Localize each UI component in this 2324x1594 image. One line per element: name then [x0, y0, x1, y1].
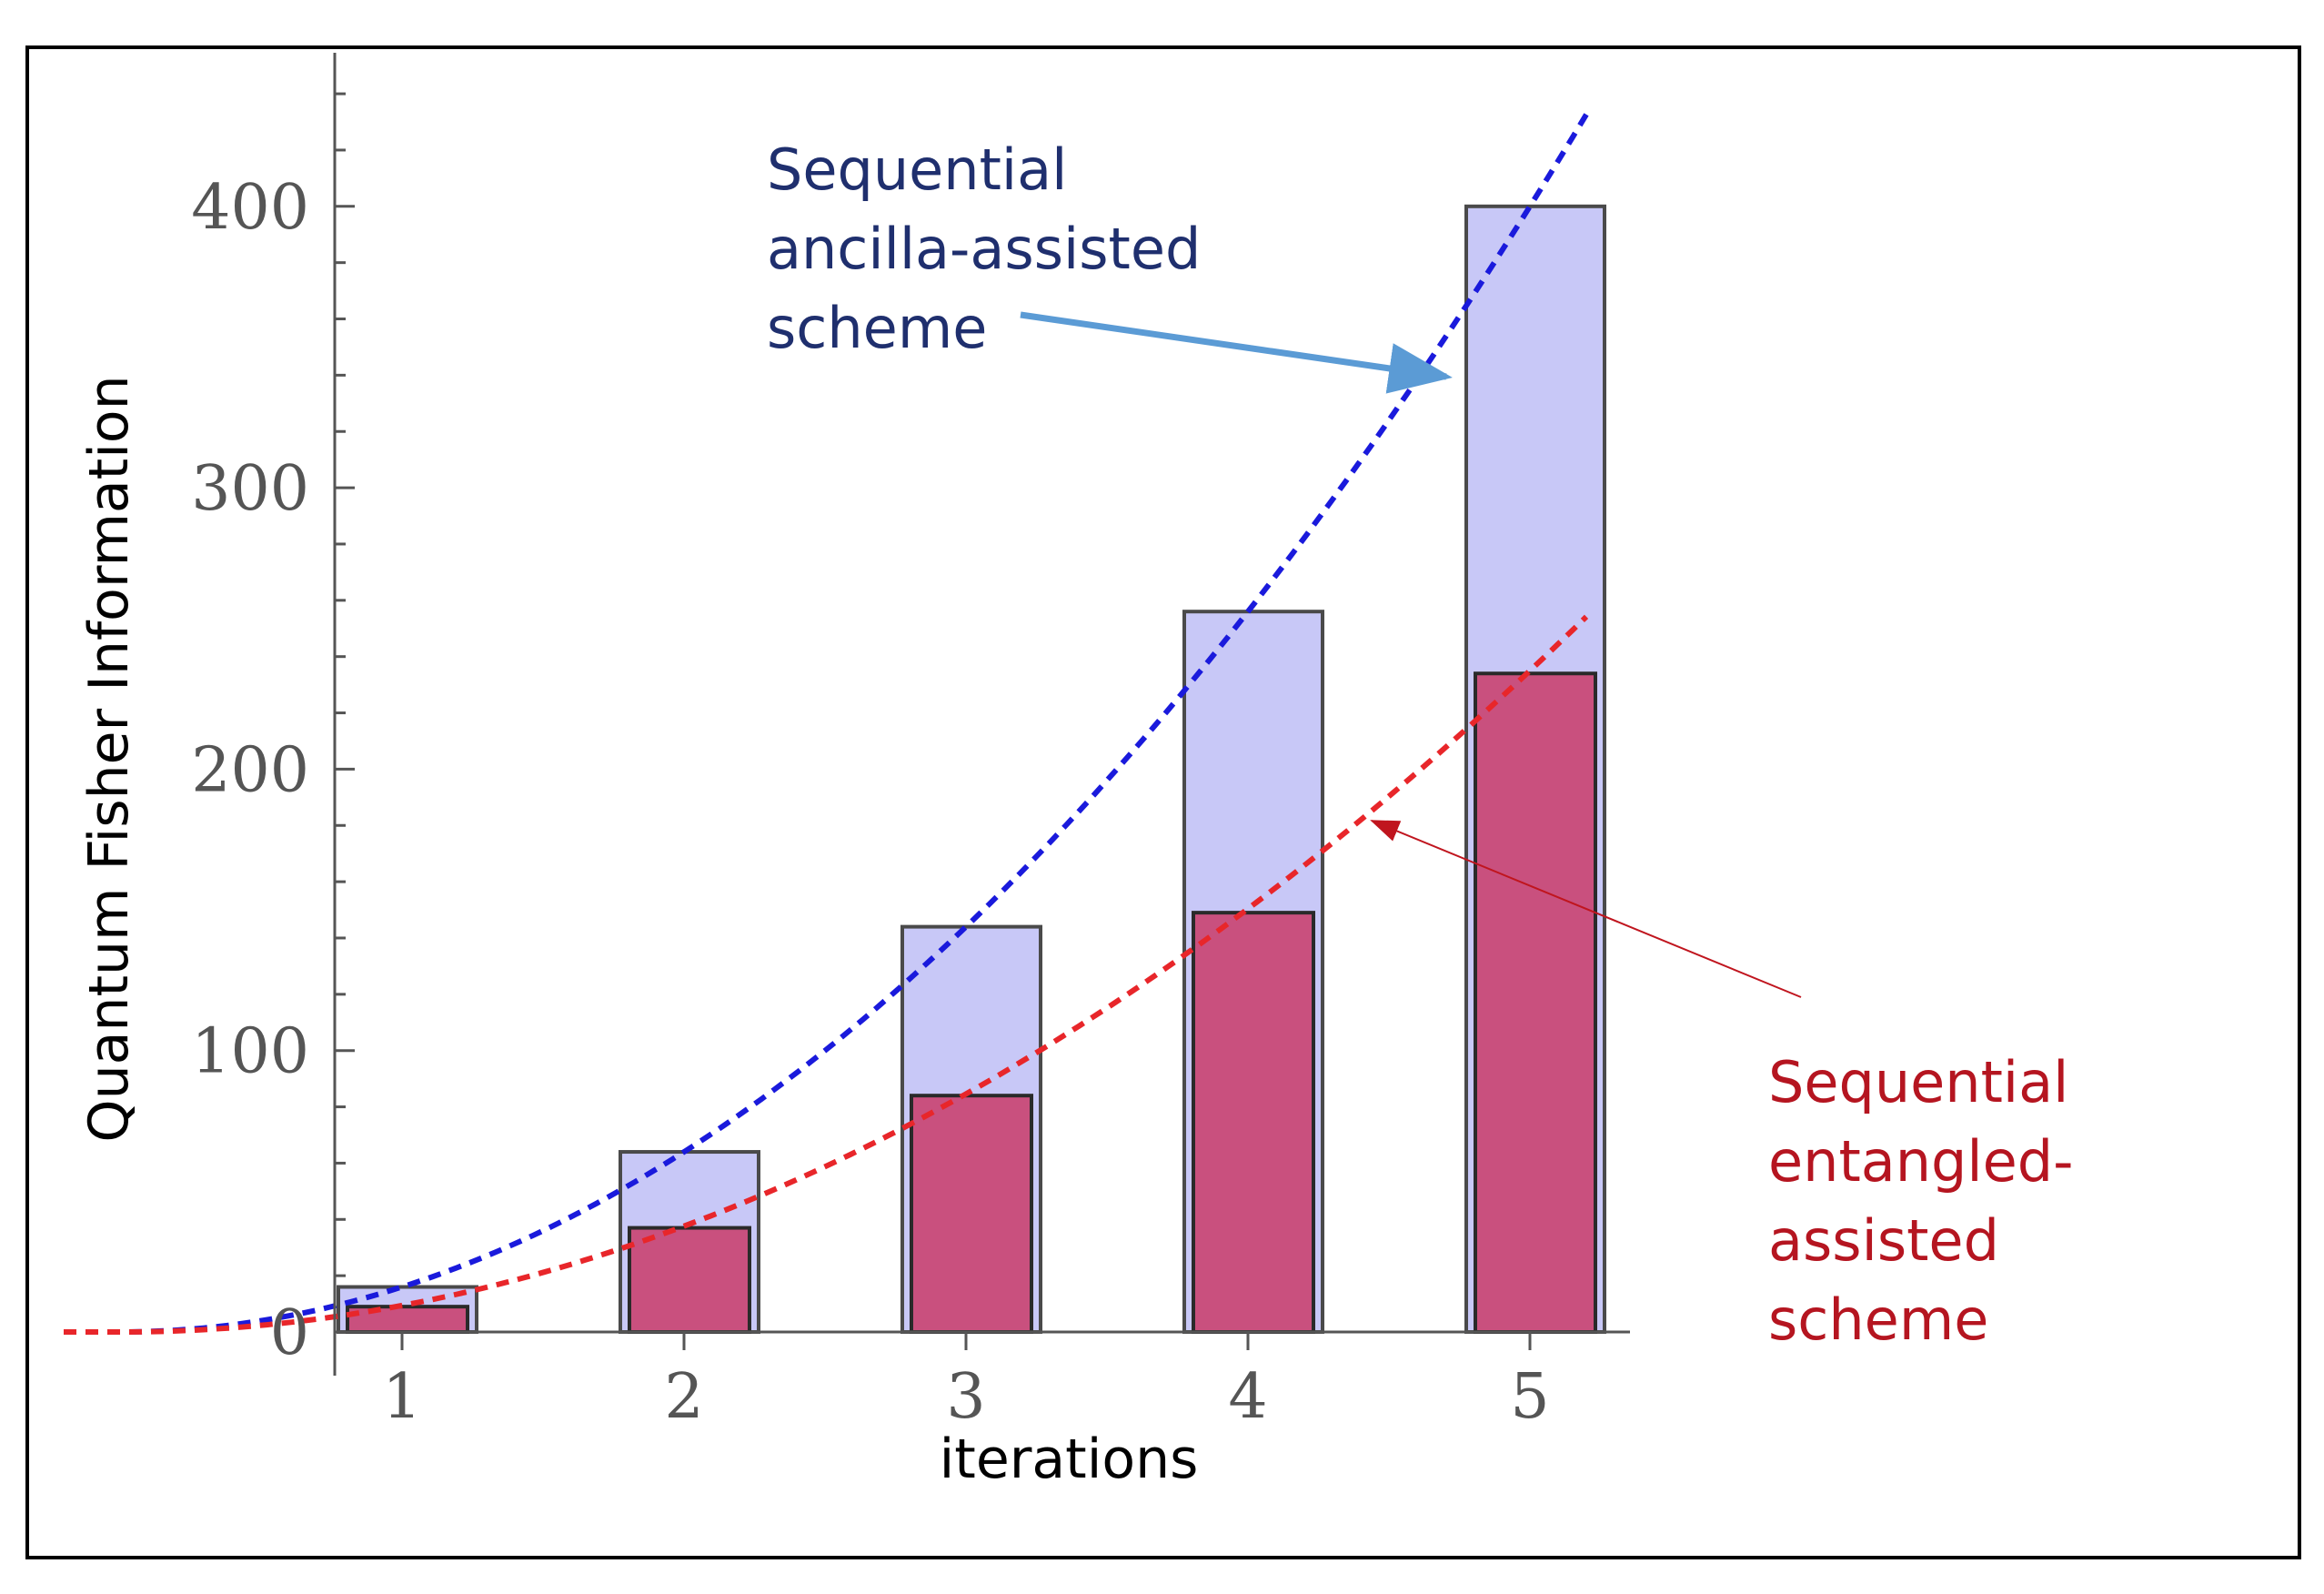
annotation-entangled-line-4: scheme [1768, 1286, 1988, 1353]
curve-entangled [64, 614, 1589, 1335]
axes [333, 53, 1630, 1376]
annotation-entangled: Sequential entangled- assisted scheme [1370, 820, 2074, 1353]
bar-entangled-5 [1474, 671, 1597, 1334]
annotation-ancilla-line-1: Sequential [767, 136, 1067, 203]
annotation-ancilla-arrow [1020, 311, 1453, 394]
x-tick-label-3: 3 [946, 1361, 985, 1433]
curve-ancilla [64, 113, 1589, 1335]
y-axis-title: Quantum Fisher Information [77, 375, 141, 1142]
bar-entangled-3 [910, 1094, 1033, 1334]
annotation-ancilla: Sequential ancilla-assisted scheme [767, 136, 1453, 394]
y-tick-label-300: 300 [191, 453, 309, 525]
annotation-ancilla-line-3: scheme [767, 295, 987, 361]
bar-entangled-1 [346, 1305, 469, 1334]
y-tick-label-100: 100 [191, 1016, 309, 1088]
annotation-entangled-arrow [1370, 820, 1802, 998]
annotation-ancilla-line-2: ancilla-assisted [767, 216, 1201, 282]
annotation-entangled-line-3: assisted [1768, 1207, 1999, 1274]
y-tick-label-0: 0 [270, 1297, 309, 1369]
annotation-entangled-line-2: entangled- [1768, 1128, 2074, 1195]
y-tick-labels: 0 100 200 300 400 [191, 172, 309, 1369]
y-tick-label-200: 200 [191, 734, 309, 806]
x-tick-label-2: 2 [664, 1361, 703, 1433]
x-tick-label-4: 4 [1228, 1361, 1267, 1433]
x-tick-label-5: 5 [1510, 1361, 1549, 1433]
figure-frame: 0 100 200 300 400 1 2 3 4 5 iterations Quantum F… [25, 45, 2301, 1559]
x-axis-title: iterations [940, 1428, 1199, 1491]
x-tick-label-1: 1 [382, 1361, 421, 1433]
bar-entangled-2 [628, 1226, 751, 1334]
qfi-bar-chart: 0 100 200 300 400 1 2 3 4 5 iterations Quantum F… [64, 53, 2074, 1491]
bar-entangled-4 [1192, 911, 1315, 1334]
x-tick-labels: 1 2 3 4 5 [382, 1361, 1549, 1433]
y-tick-label-400: 400 [191, 172, 309, 244]
fit-curves [64, 113, 1589, 1335]
annotation-entangled-line-1: Sequential [1768, 1049, 2068, 1115]
